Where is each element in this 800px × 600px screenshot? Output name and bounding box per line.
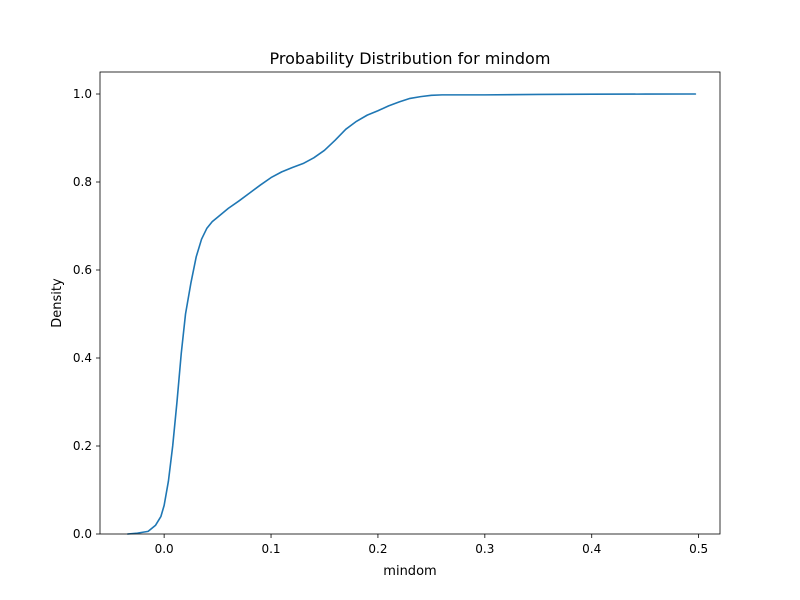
y-axis-ticks: 0.0 0.2 0.4 0.6 0.8 1.0 [73,87,100,541]
axes-frame [99,71,721,535]
y-axis-label: Density [50,278,65,328]
x-axis-ticks: 0.0 0.1 0.2 0.3 0.4 0.5 [155,534,708,556]
x-tick-label: 0.2 [368,542,387,556]
x-tick-label: 0.5 [689,542,708,556]
y-tick-label: 0.0 [73,527,92,541]
x-tick-label: 0.4 [582,542,601,556]
y-tick-label: 0.6 [73,263,92,277]
x-tick-label: 0.1 [261,542,280,556]
x-tick-label: 0.3 [475,542,494,556]
x-tick-label: 0.0 [155,542,174,556]
y-tick-label: 0.8 [73,175,92,189]
chart-title: Probability Distribution for mindom [270,49,551,68]
y-tick-label: 0.4 [73,351,92,365]
series-line [126,93,697,535]
y-tick-label: 0.2 [73,439,92,453]
x-axis-label: mindom [383,564,436,579]
plot-area [126,93,697,535]
y-tick-label: 1.0 [73,87,92,101]
